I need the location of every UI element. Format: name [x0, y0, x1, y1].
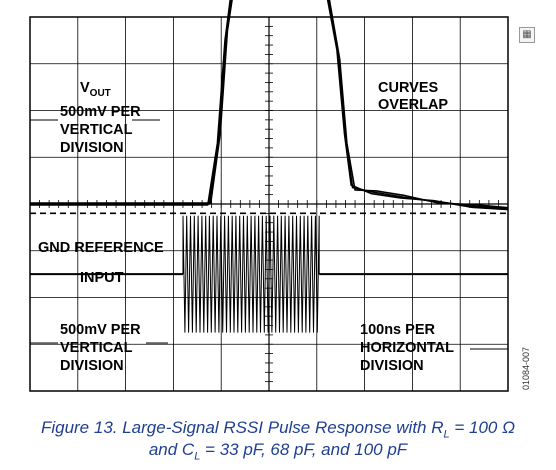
input-scale-line2: VERTICAL	[60, 340, 133, 356]
curves-overlap-line2: OVERLAP	[378, 97, 448, 113]
vout-trace-3	[30, 0, 509, 211]
input-trace	[30, 215, 508, 333]
time-scale-line1: 100ns PER	[360, 322, 435, 338]
vout-traces	[30, 0, 509, 211]
curves-overlap-line1: CURVES	[378, 80, 438, 96]
caption-line1: Figure 13. Large-Signal RSSI Pulse Respo…	[40, 418, 516, 441]
input-burst	[182, 215, 320, 333]
vout-scale-line2: VERTICAL	[60, 122, 133, 138]
time-scale-line3: DIVISION	[360, 358, 424, 374]
grid-icon[interactable]: ▦	[519, 27, 535, 43]
vout-label: VOUT	[80, 80, 111, 99]
time-scale-line2: HORIZONTAL	[360, 340, 454, 356]
figure-id: 01084-007	[521, 346, 531, 390]
vout-scale-line1: 500mV PER	[60, 104, 141, 120]
caption-line2: and CL = 33 pF, 68 pF, and 100 pF	[148, 440, 408, 463]
gnd-reference-label: GND REFERENCE	[38, 240, 164, 256]
vout-scale-line3: DIVISION	[60, 140, 124, 156]
input-scale-line3: DIVISION	[60, 358, 124, 374]
input-scale-line1: 500mV PER	[60, 322, 141, 338]
input-label: INPUT	[80, 270, 124, 286]
vout-label-sub: OUT	[90, 88, 111, 99]
